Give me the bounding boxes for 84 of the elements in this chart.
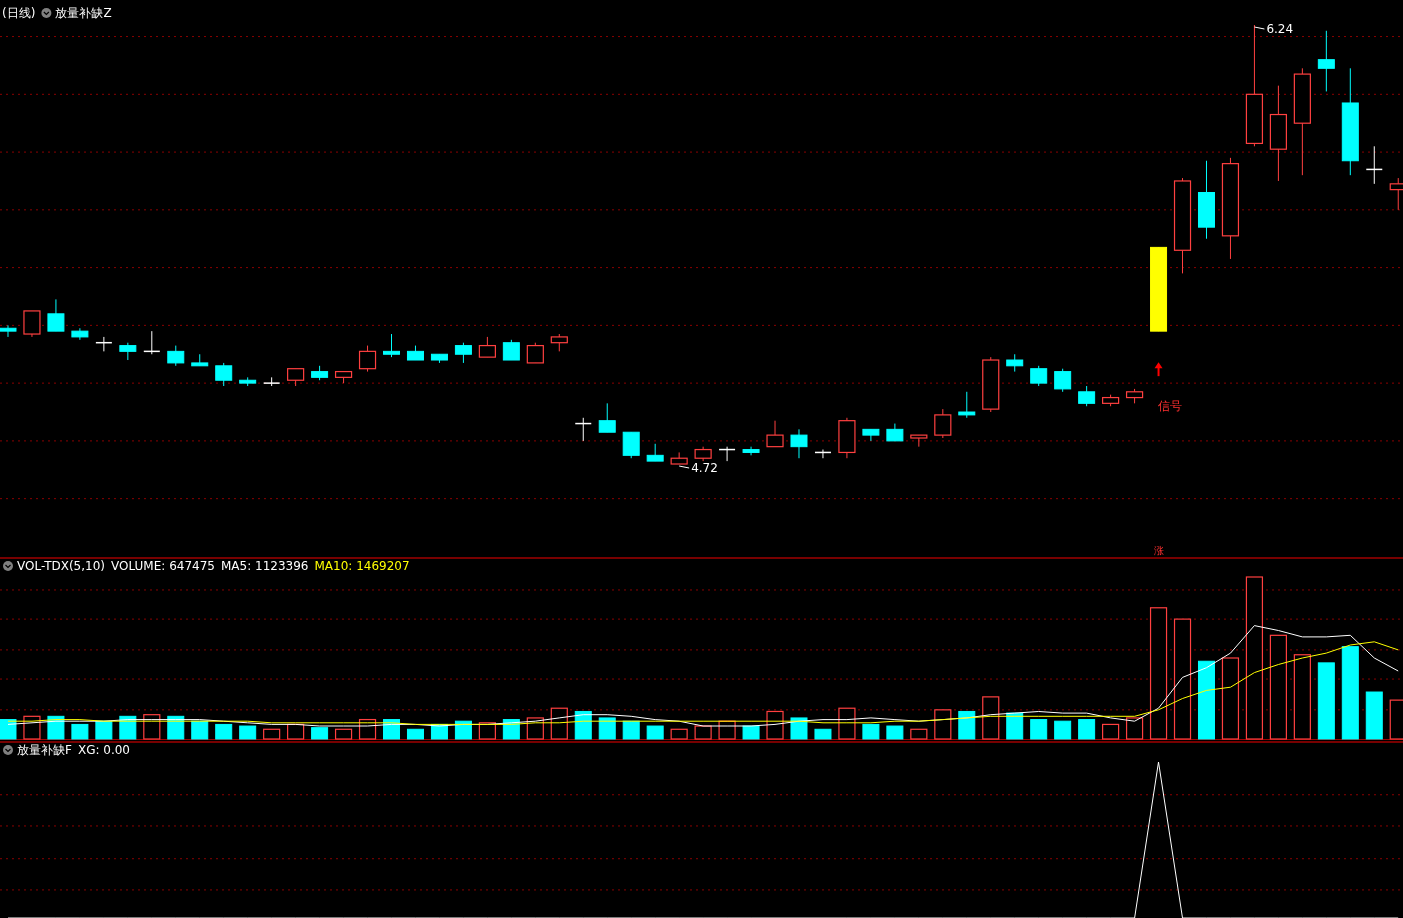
bar bbox=[862, 723, 880, 740]
candlestick bbox=[0, 324, 17, 338]
candlestick bbox=[478, 336, 496, 358]
bar bbox=[406, 728, 424, 740]
bar bbox=[1006, 712, 1024, 740]
bar bbox=[287, 723, 305, 740]
candlestick bbox=[215, 362, 233, 387]
bar bbox=[1030, 719, 1048, 740]
bar bbox=[1341, 646, 1359, 740]
bar bbox=[263, 728, 281, 740]
bar bbox=[958, 710, 976, 740]
candlestick bbox=[1054, 368, 1072, 393]
candlestick bbox=[790, 428, 808, 459]
bar bbox=[1317, 662, 1335, 740]
bar bbox=[766, 710, 784, 740]
candlestick bbox=[670, 451, 688, 465]
bar bbox=[1365, 691, 1383, 740]
candlestick bbox=[598, 402, 616, 433]
bar bbox=[910, 728, 928, 740]
chart-title: VOL-TDX(5,10) bbox=[17, 559, 106, 573]
candlestick bbox=[958, 391, 976, 419]
annotation: 6.24 bbox=[1266, 22, 1294, 36]
candlestick bbox=[526, 342, 544, 364]
bar bbox=[670, 728, 688, 740]
bar bbox=[982, 696, 1000, 740]
bar bbox=[790, 717, 808, 740]
bar bbox=[454, 720, 472, 740]
bar bbox=[0, 719, 17, 740]
bar bbox=[239, 725, 257, 740]
bar bbox=[191, 720, 209, 740]
candlestick bbox=[383, 333, 401, 358]
candlestick bbox=[622, 431, 640, 459]
candlestick bbox=[167, 345, 185, 367]
bar bbox=[742, 725, 760, 740]
bar bbox=[814, 728, 832, 740]
candlestick bbox=[47, 298, 65, 332]
bar bbox=[215, 723, 233, 740]
bar bbox=[646, 725, 664, 740]
text: MA10: 1469207 bbox=[314, 559, 410, 573]
bar bbox=[1173, 618, 1192, 740]
bar bbox=[1269, 634, 1287, 740]
candlestick bbox=[502, 339, 520, 361]
bar bbox=[934, 709, 952, 740]
text: 涨 bbox=[1153, 545, 1164, 556]
text: XG: 0.00 bbox=[77, 743, 131, 757]
candlestick bbox=[23, 310, 41, 338]
bar bbox=[47, 715, 65, 740]
candlestick bbox=[1078, 385, 1096, 407]
bar bbox=[1102, 723, 1120, 740]
bar bbox=[694, 725, 712, 740]
candlestick bbox=[1317, 30, 1335, 92]
chart-title: (日线) bbox=[2, 6, 36, 20]
candlestick bbox=[358, 345, 377, 373]
bar bbox=[1221, 657, 1240, 740]
chart-subtitle: 放量补缺Z bbox=[55, 6, 112, 20]
bar bbox=[95, 720, 113, 740]
candlestick bbox=[1030, 365, 1048, 387]
bar bbox=[1054, 720, 1072, 740]
bar bbox=[1078, 719, 1096, 740]
bar bbox=[119, 715, 137, 740]
text: VOLUME: 647475 bbox=[111, 559, 215, 573]
bar bbox=[622, 720, 640, 740]
bar bbox=[550, 707, 568, 740]
bar bbox=[598, 717, 616, 740]
candlestick bbox=[454, 342, 472, 364]
chart-title: 放量补缺F bbox=[17, 743, 72, 757]
bar bbox=[478, 722, 496, 740]
bar bbox=[1149, 607, 1168, 740]
bar bbox=[1245, 576, 1264, 740]
candlestick bbox=[766, 420, 784, 448]
bar bbox=[1197, 660, 1215, 740]
bar bbox=[167, 715, 185, 740]
bar bbox=[311, 727, 329, 740]
text: MA5: 1123396 bbox=[220, 559, 309, 573]
annotation: 4.72 bbox=[691, 461, 718, 475]
bar bbox=[71, 723, 89, 740]
candlestick bbox=[934, 408, 952, 439]
bar bbox=[1293, 654, 1311, 740]
annotation: 信号 bbox=[1157, 399, 1182, 414]
bar bbox=[1125, 717, 1144, 740]
bar bbox=[886, 725, 904, 740]
bar bbox=[574, 710, 592, 740]
bar bbox=[838, 707, 856, 740]
bar bbox=[334, 728, 353, 740]
